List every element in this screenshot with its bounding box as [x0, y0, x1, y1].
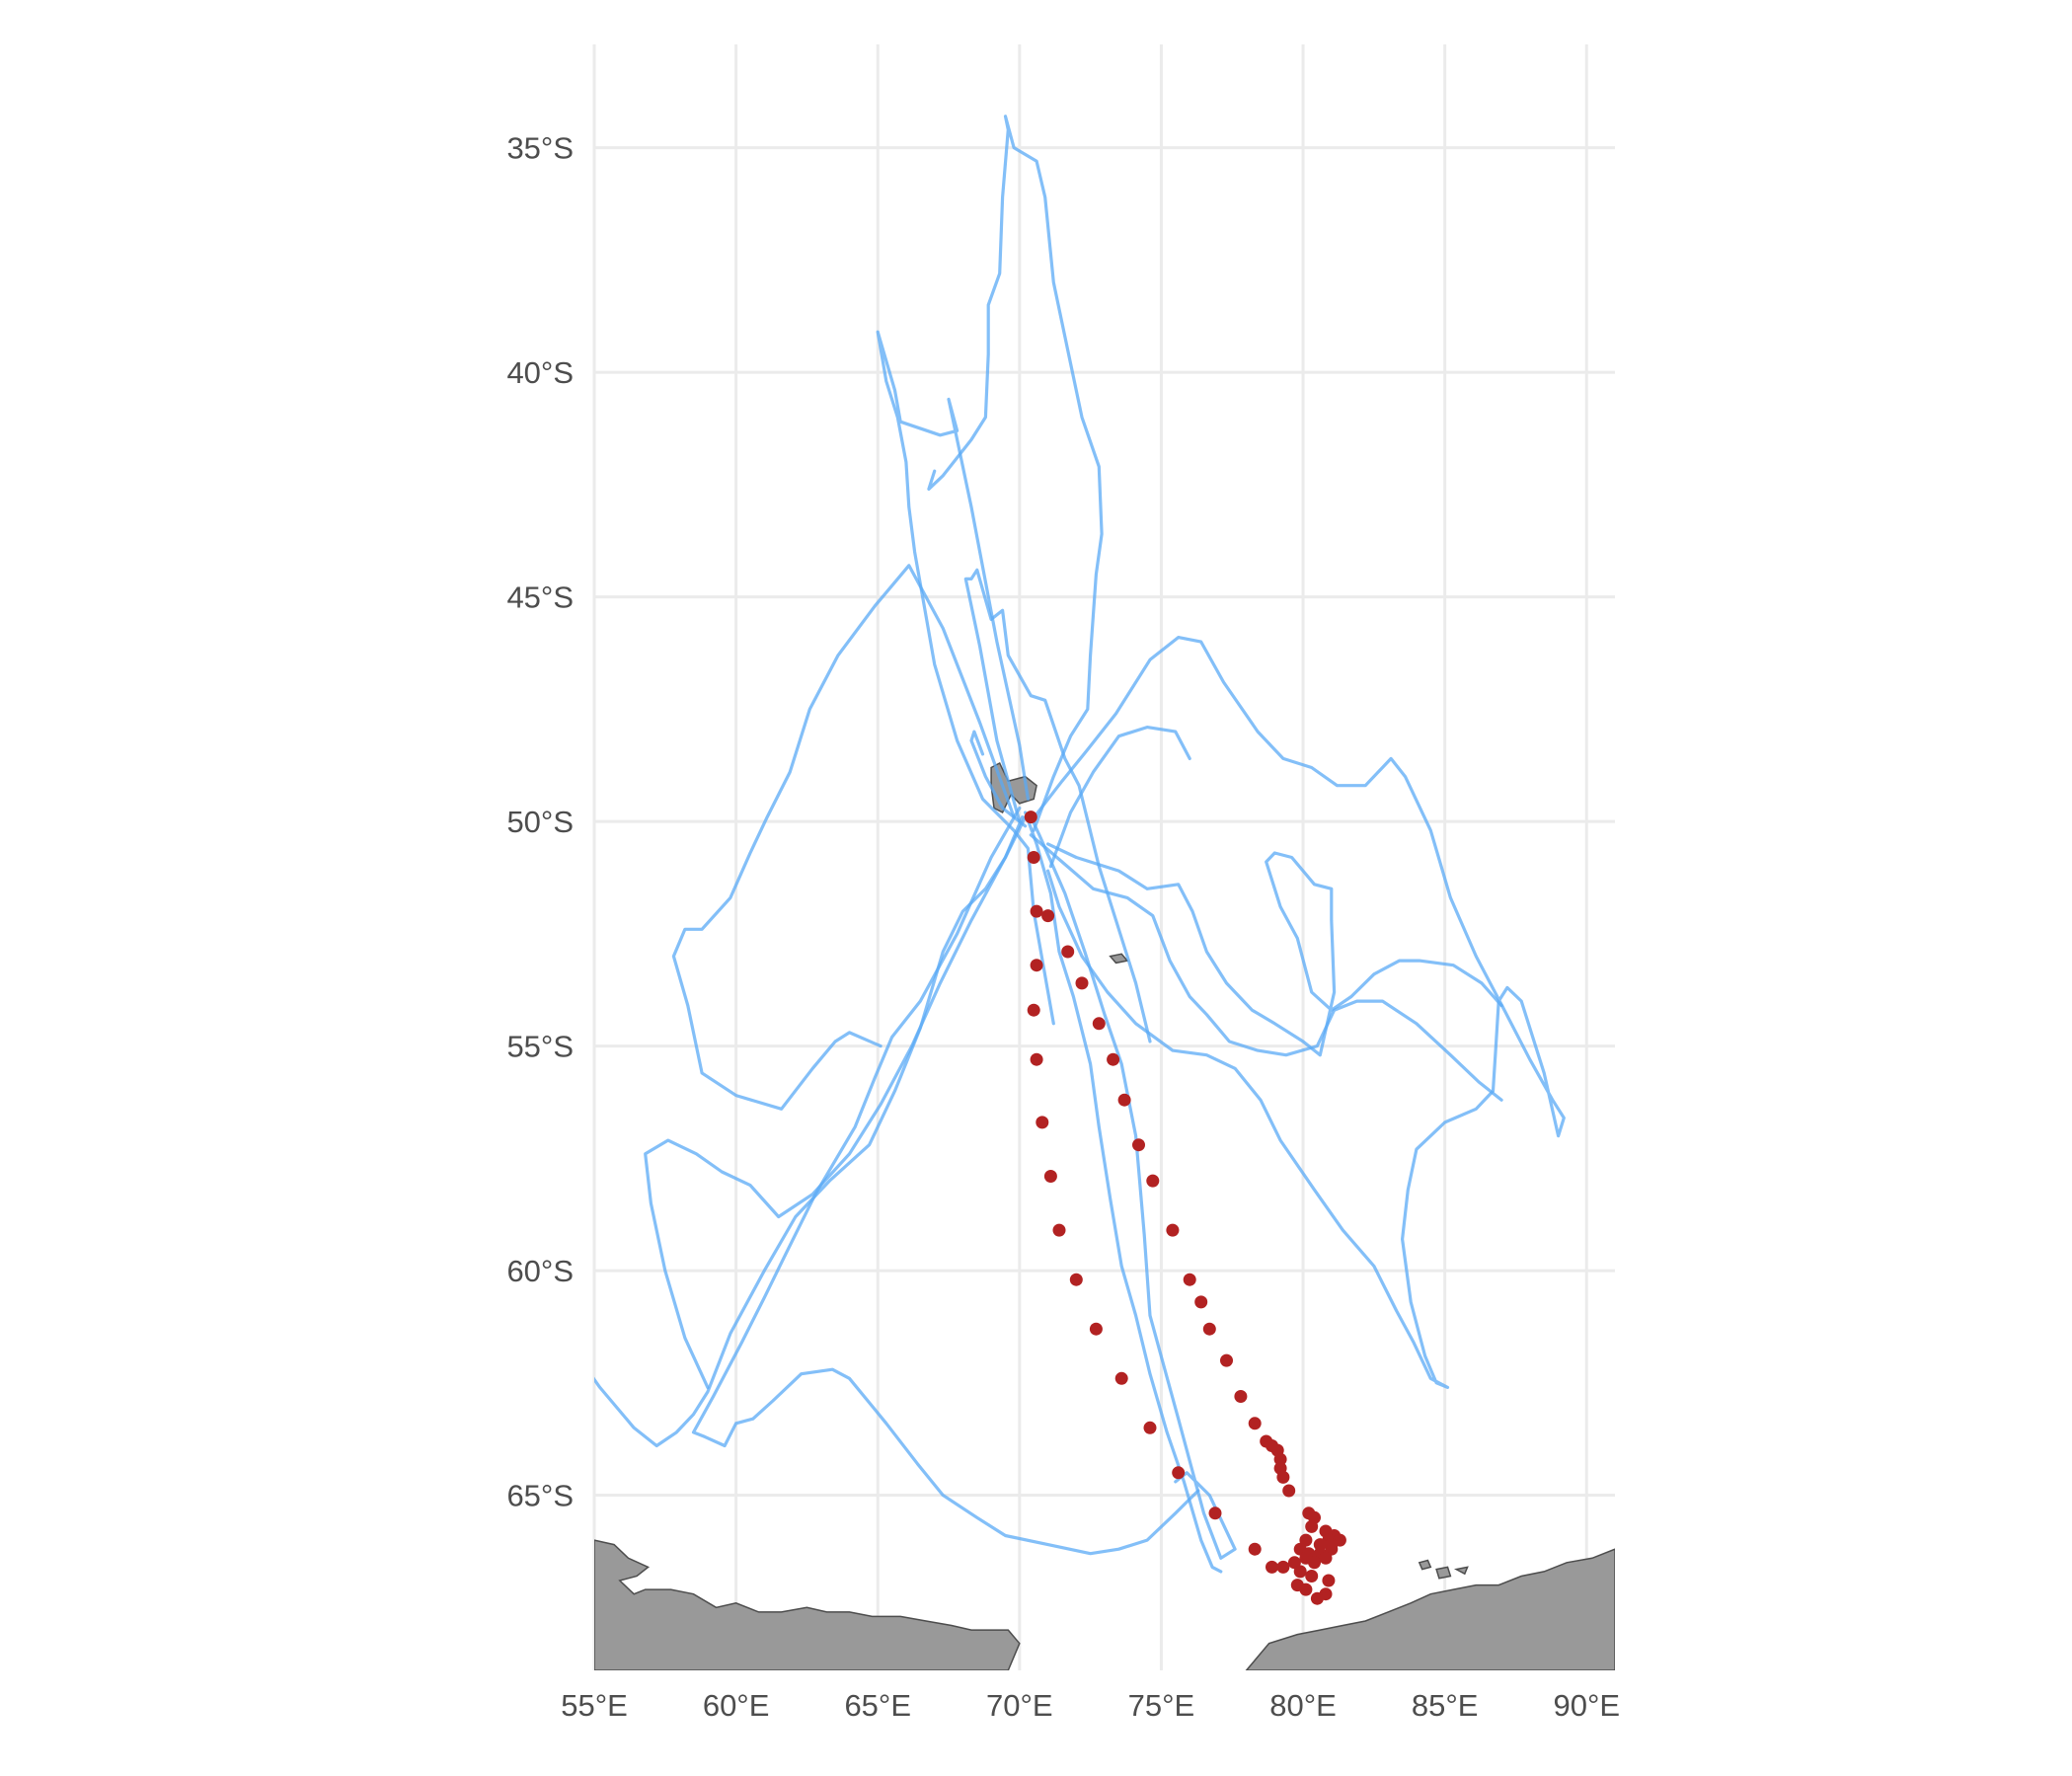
location-point [1114, 1371, 1128, 1385]
track-line [1029, 815, 1237, 1560]
location-point [1293, 1565, 1307, 1579]
point-layer [1024, 811, 1346, 1605]
location-point [1305, 1519, 1319, 1533]
land-antarctica-west [594, 1539, 1021, 1670]
x-tick-label: 85°E [1412, 1688, 1479, 1723]
location-point [1075, 976, 1089, 990]
y-tick-label: 50°S [506, 805, 574, 839]
location-point [1027, 1003, 1040, 1017]
location-point [1166, 1223, 1180, 1237]
location-point [1030, 904, 1043, 918]
location-point [1273, 1452, 1287, 1466]
track-line [1048, 726, 1191, 869]
y-tick-label: 60°S [506, 1254, 574, 1288]
location-point [1036, 1116, 1049, 1129]
location-point [1041, 909, 1055, 923]
location-point [1266, 1560, 1278, 1574]
location-point [1117, 1093, 1131, 1107]
track-line [644, 815, 1025, 1389]
y-tick-label: 45°S [506, 580, 574, 615]
location-point [1208, 1506, 1222, 1520]
land-layer [594, 761, 1615, 1670]
location-point [1282, 1484, 1296, 1498]
location-point [1089, 1322, 1103, 1336]
track-line [963, 568, 1152, 1043]
location-point [1143, 1421, 1157, 1434]
land-islet-1 [1418, 1559, 1432, 1571]
location-point [1276, 1560, 1290, 1574]
track-layer [594, 115, 1566, 1574]
x-tick-label: 70°E [986, 1688, 1053, 1723]
track-line [876, 330, 1055, 1026]
location-point [1027, 851, 1040, 864]
location-point [1325, 1538, 1339, 1552]
land-islet-2 [1435, 1566, 1452, 1580]
location-point [1132, 1138, 1145, 1152]
location-point [1172, 1466, 1186, 1480]
location-point [1248, 1417, 1262, 1430]
x-tick-label: 55°E [561, 1688, 628, 1723]
location-point [1092, 1017, 1106, 1031]
x-tick-label: 60°E [703, 1688, 770, 1723]
y-tick-label: 55°S [506, 1030, 574, 1064]
track-line [671, 564, 1016, 1111]
y-tick-label: 35°S [506, 131, 574, 166]
track-line [927, 115, 1104, 832]
location-point [1276, 1470, 1290, 1484]
location-point [1030, 1052, 1043, 1066]
track-line [969, 730, 1028, 828]
x-tick-label: 80°E [1269, 1688, 1337, 1723]
axis-labels: 55°E 60°E 65°E 70°E 75°E 80°E 85°E 90°E 35°S 40°S… [506, 131, 1620, 1723]
location-point [1043, 1170, 1057, 1183]
location-point [1146, 1174, 1160, 1188]
location-point [1322, 1574, 1336, 1587]
y-tick-label: 65°S [506, 1479, 574, 1513]
location-point [1024, 811, 1037, 824]
land-islet-3 [1453, 1566, 1469, 1576]
location-point [1220, 1353, 1233, 1367]
location-point [1248, 1542, 1262, 1556]
land-antarctica-east [1245, 1548, 1615, 1670]
track-line [691, 806, 1200, 1556]
location-point [1194, 1295, 1208, 1309]
location-point [1313, 1538, 1327, 1552]
location-point [1052, 1223, 1066, 1237]
x-tick-label: 90°E [1553, 1688, 1620, 1723]
location-point [1319, 1551, 1333, 1565]
track-line [1046, 842, 1503, 1057]
location-point [1299, 1583, 1313, 1596]
track-line [1024, 811, 1223, 1574]
location-point [1310, 1591, 1324, 1605]
location-point [1202, 1322, 1216, 1336]
track-line [594, 815, 1028, 1448]
location-point [1069, 1273, 1083, 1286]
track-line [1029, 636, 1566, 1389]
location-point [1030, 959, 1043, 972]
y-tick-label: 40°S [506, 355, 574, 390]
location-point [1305, 1570, 1319, 1583]
track-line [1029, 833, 1503, 1102]
x-tick-label: 75°E [1128, 1688, 1195, 1723]
land-heard-island [1109, 953, 1129, 965]
x-tick-label: 65°E [844, 1688, 911, 1723]
location-point [1234, 1390, 1248, 1403]
location-point [1183, 1273, 1196, 1286]
location-point [1299, 1551, 1313, 1565]
location-point [1107, 1052, 1120, 1066]
location-point [1061, 945, 1075, 959]
